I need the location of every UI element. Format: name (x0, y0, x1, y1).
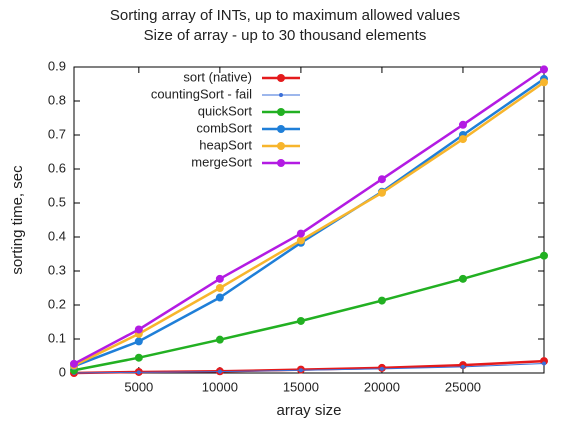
series-point (215, 293, 224, 302)
series-point (134, 353, 143, 362)
series-line (73, 254, 545, 372)
y-tick-label: 0.8 (48, 92, 66, 107)
series-point (296, 236, 305, 245)
x-tick-label: 20000 (364, 379, 400, 394)
y-tick-label: 0.9 (48, 58, 66, 73)
series-line (73, 81, 545, 367)
series-point (136, 370, 141, 375)
y-axis-label: sorting time, sec (9, 165, 26, 275)
series-point (458, 120, 467, 129)
legend-marker (277, 159, 285, 167)
series-point (215, 284, 224, 292)
legend-marker (277, 142, 285, 150)
legend-marker (277, 108, 285, 116)
series-point (296, 316, 305, 325)
series-point (540, 78, 548, 87)
legend-label: combSort (196, 120, 252, 135)
legend-marker (279, 93, 283, 97)
series-point (540, 65, 548, 74)
series-point (542, 361, 546, 366)
series-point (298, 368, 303, 373)
y-tick-label: 0.5 (48, 194, 66, 209)
plot-frame (73, 66, 545, 374)
legend-marker (277, 74, 285, 82)
x-tick-label: 15000 (283, 379, 319, 394)
x-tick-label: 5000 (124, 379, 153, 394)
legend-label: mergeSort (191, 154, 252, 169)
x-tick-label: 10000 (202, 379, 238, 394)
series-point (217, 369, 222, 374)
legend-marker (277, 125, 285, 133)
legend-label: countingSort - fail (151, 86, 252, 101)
chart-subtitle: Size of array - up to 30 thousand elemen… (144, 27, 427, 44)
y-tick-label: 0.7 (48, 126, 66, 141)
series-point (377, 175, 386, 184)
series-point (215, 335, 224, 344)
series-point (215, 274, 224, 283)
series-point (458, 274, 467, 283)
series-point (379, 366, 384, 371)
series-line (73, 359, 545, 375)
series-point (460, 364, 465, 369)
y-tick-label: 0 (59, 364, 66, 379)
chart-title: Sorting array of INTs, up to maximum all… (110, 7, 460, 24)
y-tick-label: 0.2 (48, 296, 66, 311)
legend-label: quickSort (198, 103, 253, 118)
legend-label: sort (native) (183, 69, 252, 84)
y-tick-label: 0.3 (48, 262, 66, 277)
y-tick-label: 0.4 (48, 228, 66, 243)
series-point (70, 359, 78, 368)
x-axis-label: array size (276, 402, 341, 419)
series-line (73, 77, 545, 368)
y-tick-label: 0.1 (48, 330, 66, 345)
legend-label: heapSort (199, 137, 252, 152)
y-tick-label: 0.6 (48, 160, 66, 175)
series-point (134, 325, 143, 334)
series-point (377, 188, 386, 197)
series-point (458, 135, 467, 144)
series-point (540, 251, 548, 260)
series-point (134, 337, 143, 346)
series-point (296, 229, 305, 238)
series-point (377, 296, 386, 305)
x-tick-label: 25000 (445, 379, 481, 394)
